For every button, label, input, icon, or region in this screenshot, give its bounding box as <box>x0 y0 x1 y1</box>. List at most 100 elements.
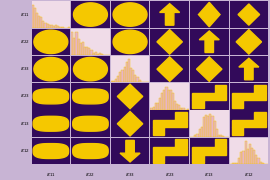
Bar <box>139 80 141 82</box>
Bar <box>124 67 126 82</box>
Polygon shape <box>73 116 108 131</box>
Bar <box>128 59 130 82</box>
Bar <box>165 87 167 110</box>
Bar <box>99 53 101 55</box>
Bar <box>136 76 139 82</box>
Bar <box>240 152 242 164</box>
Bar <box>59 27 62 28</box>
Bar <box>134 75 136 82</box>
Bar <box>242 151 245 164</box>
Bar <box>167 90 170 110</box>
Polygon shape <box>192 85 226 108</box>
Bar <box>122 70 124 82</box>
Polygon shape <box>120 140 140 162</box>
Bar <box>207 116 209 137</box>
Bar <box>238 158 240 164</box>
Bar <box>82 42 84 55</box>
Polygon shape <box>34 57 68 81</box>
Bar <box>132 70 134 82</box>
Bar <box>232 163 234 164</box>
Bar <box>176 104 178 110</box>
Text: $\varepsilon_{33}$: $\varepsilon_{33}$ <box>20 65 30 73</box>
Bar <box>220 135 222 137</box>
Bar <box>172 93 174 110</box>
Bar <box>115 79 117 82</box>
Text: $\varepsilon_{12}$: $\varepsilon_{12}$ <box>244 171 254 179</box>
Polygon shape <box>157 30 182 54</box>
Polygon shape <box>239 58 259 80</box>
Bar <box>51 25 53 28</box>
Polygon shape <box>232 112 266 135</box>
Bar <box>155 103 157 110</box>
Bar <box>117 76 119 82</box>
Bar <box>174 101 176 110</box>
Text: $\varepsilon_{11}$: $\varepsilon_{11}$ <box>46 171 56 179</box>
Bar <box>198 129 201 137</box>
Polygon shape <box>34 30 68 53</box>
Polygon shape <box>73 57 107 81</box>
Bar <box>57 26 59 28</box>
Text: $\varepsilon_{13}$: $\varepsilon_{13}$ <box>204 171 214 179</box>
Bar <box>40 17 42 28</box>
Bar <box>216 129 218 137</box>
Bar <box>257 158 259 164</box>
Bar <box>222 136 224 137</box>
Bar <box>163 90 165 110</box>
Bar <box>101 54 103 55</box>
Bar <box>130 68 132 82</box>
Bar <box>32 5 34 28</box>
Bar <box>93 53 95 55</box>
Bar <box>259 162 262 164</box>
Bar <box>211 116 214 137</box>
Bar <box>251 148 253 164</box>
Polygon shape <box>160 4 180 25</box>
Bar <box>255 155 257 164</box>
Bar <box>119 72 122 82</box>
Polygon shape <box>192 139 226 163</box>
Bar <box>209 114 211 137</box>
Bar <box>111 81 113 82</box>
Polygon shape <box>153 139 187 163</box>
Polygon shape <box>197 57 222 81</box>
Polygon shape <box>199 31 219 53</box>
Bar <box>214 122 216 137</box>
Polygon shape <box>73 89 108 104</box>
Polygon shape <box>232 85 266 108</box>
Text: $\varepsilon_{12}$: $\varepsilon_{12}$ <box>20 147 30 155</box>
Bar <box>88 48 90 55</box>
Bar <box>161 93 163 110</box>
Bar <box>159 98 161 110</box>
Polygon shape <box>117 84 143 109</box>
Bar <box>80 43 82 55</box>
Polygon shape <box>73 3 107 26</box>
Bar <box>76 32 77 55</box>
Bar <box>180 108 183 110</box>
Bar <box>95 52 97 55</box>
Polygon shape <box>117 112 143 136</box>
Bar <box>84 48 86 55</box>
Bar <box>187 109 189 110</box>
Text: $\varepsilon_{22}$: $\varepsilon_{22}$ <box>85 171 96 179</box>
Bar <box>201 127 203 137</box>
Bar <box>36 13 38 28</box>
Bar <box>218 135 220 137</box>
Bar <box>194 135 196 137</box>
Polygon shape <box>238 4 260 25</box>
Text: $\varepsilon_{13}$: $\varepsilon_{13}$ <box>20 120 30 128</box>
Text: $\varepsilon_{11}$: $\varepsilon_{11}$ <box>20 11 30 19</box>
Bar <box>55 25 57 28</box>
Bar <box>77 39 80 55</box>
Polygon shape <box>113 30 147 53</box>
Bar <box>245 141 247 164</box>
Bar <box>249 144 251 164</box>
Bar <box>45 22 46 28</box>
Bar <box>53 26 55 28</box>
Bar <box>34 8 36 28</box>
Polygon shape <box>33 144 69 159</box>
Bar <box>113 81 115 82</box>
Polygon shape <box>113 3 147 26</box>
Polygon shape <box>33 89 69 104</box>
Bar <box>178 105 180 110</box>
Bar <box>97 54 99 55</box>
Bar <box>253 150 255 164</box>
